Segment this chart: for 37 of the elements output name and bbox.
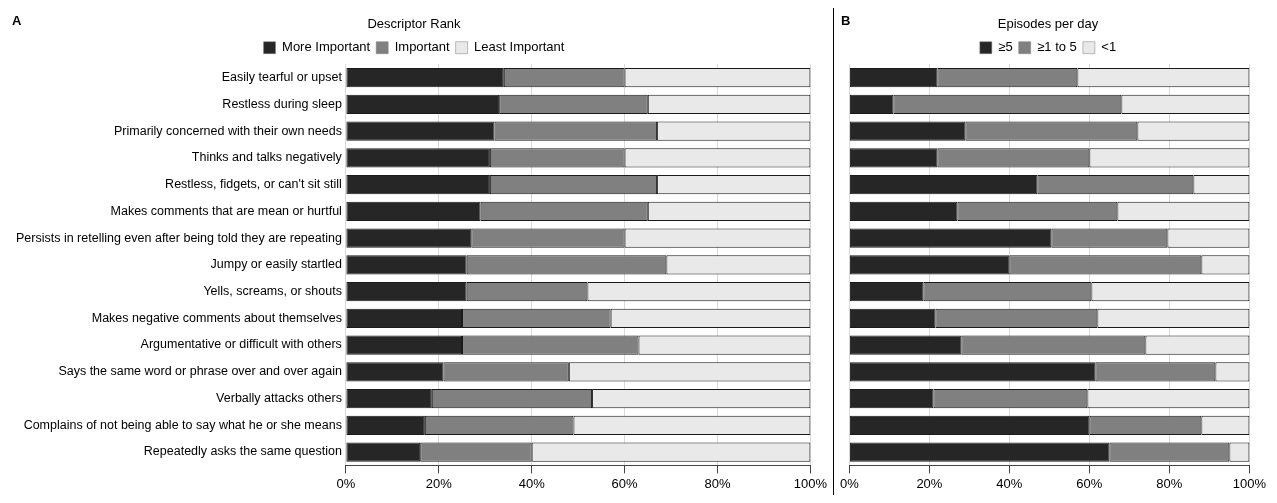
x-tick-label: 40% (518, 475, 546, 491)
legend-title: Descriptor Rank (367, 15, 462, 31)
y-tick-label: Makes negative comments about themselves (91, 310, 342, 325)
legend-label: Important (394, 39, 450, 55)
y-tick-label: Repeatedly asks the same question (143, 444, 342, 459)
legend-label: <1 (1101, 39, 1117, 55)
x-tick-label: 0% (840, 475, 860, 491)
y-tick-label: Says the same word or phrase over and over again (58, 364, 342, 379)
y-tick-label: Argumentative or difficult with others (140, 337, 342, 352)
legend-label: Least Important (474, 39, 565, 55)
y-tick-label: Primarily concerned with their own needs (113, 123, 342, 138)
chart-title: B (841, 13, 851, 29)
x-tick-label: 40% (996, 475, 1023, 491)
legend-title: Episodes per day (997, 15, 1099, 31)
x-tick-label: 80% (704, 475, 731, 491)
x-tick-label: 0% (336, 475, 356, 491)
x-tick-label: 60% (611, 475, 639, 491)
x-tick-label: 60% (1076, 475, 1103, 491)
y-tick-label: Restless, fidgets, or can't sit still (165, 177, 342, 192)
y-tick-label: Makes comments that are mean or hurtful (110, 203, 342, 218)
y-tick-label: Restless during sleep (222, 96, 342, 111)
text: A (12, 13, 22, 29)
x-tick-label: 100% (793, 475, 828, 491)
x-tick-label: 100% (1232, 475, 1267, 491)
x-tick-label: 80% (1156, 475, 1183, 491)
legend-label: More Important (282, 39, 371, 55)
y-tick-label: Persists in retelling even after being told they are repeating (15, 230, 342, 245)
y-tick-label: Yells, screams, or shouts (203, 284, 342, 298)
x-tick-label: 20% (916, 475, 943, 491)
y-tick-label: Easily tearful or upset (221, 70, 343, 85)
legend-label: ≥5 (998, 39, 1013, 55)
legend-label: ≥1 to 5 (1037, 39, 1077, 55)
y-tick-label: Jumpy or easily startled (210, 257, 342, 272)
y-tick-label: Thinks and talks negatively (191, 150, 343, 165)
y-tick-label: Verbally attacks others (216, 390, 342, 405)
x-tick-label: 20% (425, 475, 453, 491)
y-tick-label: Complains of not being able to say what he or she means (23, 417, 342, 432)
